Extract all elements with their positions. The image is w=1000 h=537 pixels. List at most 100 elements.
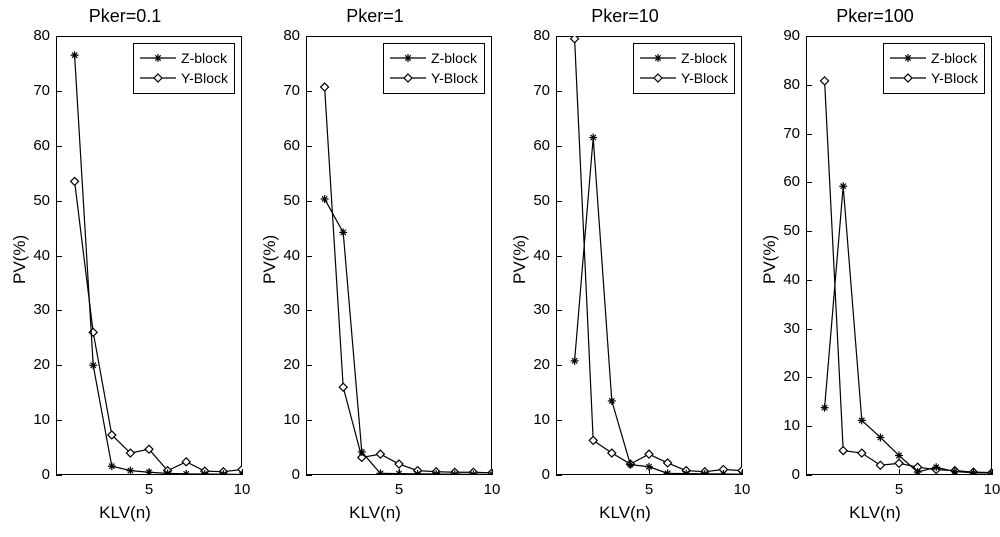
xtick-label: 5 <box>134 481 164 498</box>
series-line-y <box>325 87 492 473</box>
xtick-mark <box>992 469 993 475</box>
plot-area: 01020304050607080510Z-blockY-Block <box>556 36 742 475</box>
ytick-label: 0 <box>10 466 50 483</box>
ytick-label: 10 <box>10 411 50 428</box>
ytick-label: 10 <box>760 417 800 434</box>
xtick-mark <box>492 469 493 475</box>
series-line-z <box>325 199 492 474</box>
x-axis-label: KLV(n) <box>500 503 750 523</box>
series-line-y <box>575 39 742 472</box>
ytick-label: 80 <box>10 27 50 44</box>
plot-area: 0102030405060708090510Z-blockY-Block <box>806 36 992 475</box>
legend-swatch-y <box>640 70 676 86</box>
ytick-label: 50 <box>10 192 50 209</box>
ytick-label: 0 <box>260 466 300 483</box>
ytick-label: 10 <box>260 411 300 428</box>
panel-title: Pker=100 <box>750 6 1000 27</box>
plot-area: 01020304050607080510Z-blockY-Block <box>56 36 242 475</box>
legend-label-z: Z-block <box>176 50 227 66</box>
ytick-mark <box>56 475 62 476</box>
ytick-label: 30 <box>510 301 550 318</box>
ytick-label: 50 <box>510 192 550 209</box>
legend-label-y: Y-Block <box>676 70 728 86</box>
ytick-label: 60 <box>760 173 800 190</box>
series-line-z <box>575 138 742 475</box>
series-line-y <box>825 81 992 473</box>
series-svg <box>806 36 992 475</box>
xtick-label: 5 <box>884 481 914 498</box>
ytick-label: 0 <box>510 466 550 483</box>
x-axis-label: KLV(n) <box>750 503 1000 523</box>
y-axis-label: PV(%) <box>260 234 280 283</box>
figure: Pker=0.101020304050607080510Z-blockY-Blo… <box>0 0 1000 537</box>
series-svg <box>556 36 742 475</box>
legend-label-z: Z-block <box>926 50 977 66</box>
y-axis-label: PV(%) <box>10 234 30 283</box>
ytick-label: 60 <box>10 137 50 154</box>
legend-label-y: Y-Block <box>426 70 478 86</box>
legend: Z-block Y-Block <box>383 43 485 94</box>
ytick-label: 70 <box>510 82 550 99</box>
legend-row-z: Z-block <box>890 48 978 68</box>
ytick-label: 70 <box>10 82 50 99</box>
ytick-label: 30 <box>760 320 800 337</box>
xtick-label: 10 <box>977 481 1000 498</box>
legend-swatch-z <box>890 50 926 66</box>
series-line-z <box>825 186 992 473</box>
panel-1: Pker=101020304050607080510Z-blockY-Block… <box>250 0 500 537</box>
ytick-label: 0 <box>760 466 800 483</box>
legend: Z-block Y-Block <box>133 43 235 94</box>
legend: Z-block Y-Block <box>633 43 735 94</box>
ytick-mark <box>806 475 812 476</box>
y-axis-label: PV(%) <box>510 234 530 283</box>
ytick-mark <box>306 475 312 476</box>
ytick-label: 20 <box>760 368 800 385</box>
legend-row-z: Z-block <box>140 48 228 68</box>
legend-label-z: Z-block <box>426 50 477 66</box>
legend-label-y: Y-Block <box>176 70 228 86</box>
legend-swatch-z <box>390 50 426 66</box>
plot-area: 01020304050607080510Z-blockY-Block <box>306 36 492 475</box>
legend-swatch-y <box>140 70 176 86</box>
legend-row-y: Y-Block <box>640 68 728 88</box>
x-axis-label: KLV(n) <box>0 503 250 523</box>
series-svg <box>306 36 492 475</box>
panel-0: Pker=0.101020304050607080510Z-blockY-Blo… <box>0 0 250 537</box>
ytick-label: 60 <box>510 137 550 154</box>
ytick-label: 10 <box>510 411 550 428</box>
legend-label-z: Z-block <box>676 50 727 66</box>
legend-row-y: Y-Block <box>890 68 978 88</box>
xtick-label: 5 <box>634 481 664 498</box>
legend-swatch-z <box>140 50 176 66</box>
legend-row-z: Z-block <box>640 48 728 68</box>
series-line-z <box>75 55 242 474</box>
legend-row-z: Z-block <box>390 48 478 68</box>
ytick-label: 80 <box>760 76 800 93</box>
ytick-label: 60 <box>260 137 300 154</box>
ytick-label: 90 <box>760 27 800 44</box>
ytick-mark <box>556 475 562 476</box>
panel-title: Pker=10 <box>500 6 750 27</box>
panel-title: Pker=0.1 <box>0 6 250 27</box>
xtick-mark <box>742 469 743 475</box>
legend-swatch-y <box>390 70 426 86</box>
legend-row-y: Y-Block <box>140 68 228 88</box>
ytick-label: 80 <box>260 27 300 44</box>
panel-2: Pker=1001020304050607080510Z-blockY-Bloc… <box>500 0 750 537</box>
legend-swatch-y <box>890 70 926 86</box>
ytick-label: 50 <box>260 192 300 209</box>
legend-swatch-z <box>640 50 676 66</box>
ytick-label: 30 <box>10 301 50 318</box>
ytick-label: 70 <box>760 125 800 142</box>
ytick-label: 20 <box>260 356 300 373</box>
legend: Z-block Y-Block <box>883 43 985 94</box>
y-axis-label: PV(%) <box>760 234 780 283</box>
xtick-label: 5 <box>384 481 414 498</box>
legend-row-y: Y-Block <box>390 68 478 88</box>
xtick-mark <box>242 469 243 475</box>
legend-label-y: Y-Block <box>926 70 978 86</box>
ytick-label: 70 <box>260 82 300 99</box>
panel-title: Pker=1 <box>250 6 500 27</box>
x-axis-label: KLV(n) <box>250 503 500 523</box>
panel-3: Pker=1000102030405060708090510Z-blockY-B… <box>750 0 1000 537</box>
